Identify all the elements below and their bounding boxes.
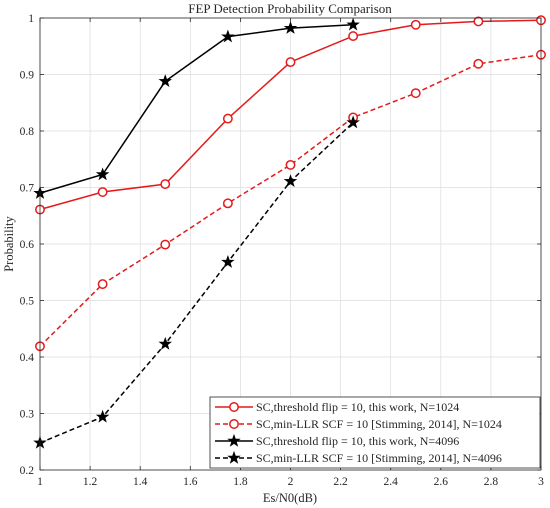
legend-marker — [227, 433, 241, 447]
x-tick-label: 1.4 — [133, 476, 148, 488]
x-tick-label: 2.2 — [333, 476, 348, 488]
series-layer — [33, 15, 546, 449]
y-tick-label: 0.6 — [20, 239, 35, 251]
x-tick-label: 1.8 — [233, 476, 248, 488]
legend-label: SC,threshold flip = 10, this work, N=102… — [256, 400, 459, 414]
y-tick-label: 0.4 — [20, 352, 35, 364]
y-tick-label: 0.3 — [20, 409, 35, 421]
legend-label: SC,min-LLR SCF = 10 [Stimming, 2014], N=… — [256, 417, 502, 431]
legend-entry: SC,threshold flip = 10, this work, N=409… — [215, 433, 459, 448]
series-4 — [33, 115, 360, 449]
series-line — [39, 24, 354, 194]
data-point — [95, 409, 110, 423]
ticks: 1 1.2 1.4 1.6 1.8 2 2.2 2.4 2.6 2.8 3 0.2 0.3 0.4 0.5 0… — [20, 13, 545, 488]
y-tick-label: 0.5 — [20, 296, 35, 308]
data-point — [346, 17, 360, 31]
data-point — [285, 57, 296, 68]
y-tick-label: 0.7 — [20, 183, 35, 195]
series-1 — [35, 15, 546, 215]
series-line — [39, 121, 354, 444]
x-tick-label: 2.8 — [484, 476, 499, 488]
data-point — [160, 179, 171, 190]
legend-marker — [229, 419, 239, 429]
data-point — [473, 58, 484, 69]
x-tick-label: 2 — [288, 476, 294, 488]
data-point — [97, 187, 108, 197]
data-point — [283, 21, 298, 34]
legend-marker — [229, 402, 239, 412]
data-point — [285, 159, 296, 170]
data-point — [346, 115, 360, 129]
data-point — [95, 167, 110, 181]
y-tick-label: 1 — [28, 13, 34, 25]
legend-entry: SC,min-LLR SCF = 10 [Stimming, 2014], N=… — [215, 417, 502, 431]
data-point — [158, 74, 173, 88]
legend-marker — [227, 450, 241, 464]
data-point — [410, 88, 421, 99]
data-point — [410, 19, 421, 30]
x-tick-label: 1.6 — [183, 476, 198, 488]
y-axis-title: Probability — [2, 215, 16, 271]
x-tick-label: 2.4 — [384, 476, 399, 488]
data-point — [221, 29, 235, 43]
data-point — [283, 174, 298, 188]
series-line — [39, 53, 542, 347]
data-point — [222, 198, 233, 209]
y-tick-label: 0.9 — [20, 70, 35, 82]
data-point — [222, 113, 233, 124]
x-axis-title: Es/N0(dB) — [263, 491, 317, 505]
y-tick-label: 0.8 — [20, 126, 35, 138]
chart-title: FEP Detection Probability Comparison — [188, 1, 392, 16]
series-2 — [35, 49, 546, 352]
data-point — [348, 31, 359, 42]
x-tick-label: 2.6 — [434, 476, 449, 488]
legend-label: SC,threshold flip = 10, this work, N=409… — [256, 434, 459, 448]
legend: SC,threshold flip = 10, this work, N=102… — [209, 396, 541, 469]
x-tick-label: 3 — [538, 476, 544, 488]
x-tick-label: 1.2 — [83, 476, 98, 488]
data-point — [160, 239, 171, 250]
data-point — [221, 254, 235, 268]
legend-entry: SC,min-LLR SCF = 10 [Stimming, 2014], N=… — [215, 450, 502, 465]
y-tick-label: 0.2 — [20, 465, 35, 477]
data-point — [158, 336, 173, 350]
legend-label: SC,min-LLR SCF = 10 [Stimming, 2014], N=… — [256, 451, 502, 465]
data-point — [473, 16, 484, 27]
x-tick-label: 1 — [37, 476, 43, 488]
legend-entry: SC,threshold flip = 10, this work, N=102… — [215, 400, 459, 414]
legend-box — [209, 396, 541, 469]
data-point — [97, 279, 108, 290]
